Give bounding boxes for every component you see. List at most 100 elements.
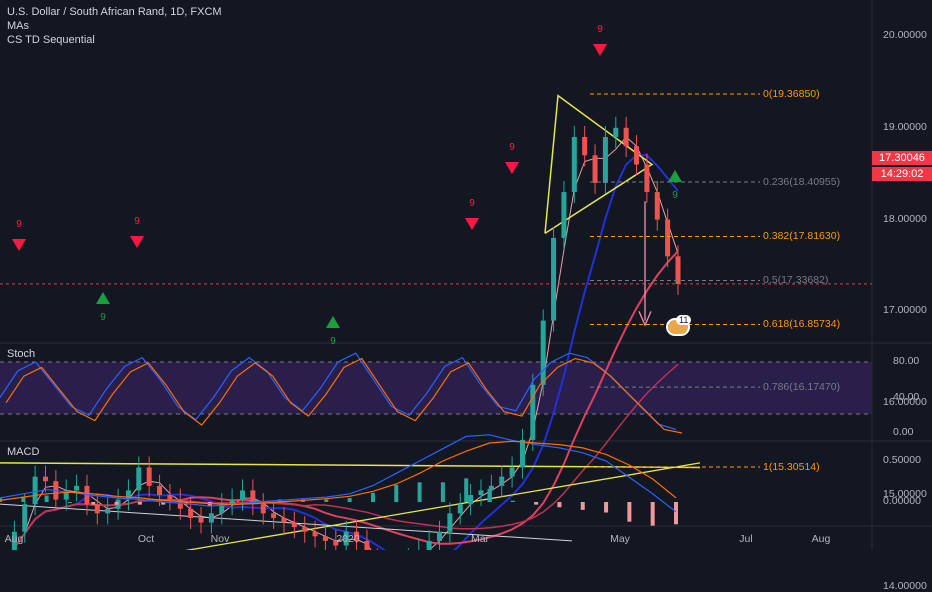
td-buy-triangle	[326, 316, 340, 328]
macd-histogram-bar	[417, 482, 422, 502]
candle-body	[250, 490, 256, 505]
td-sell-triangle	[593, 44, 607, 56]
price-tick-label: 17.00000	[883, 304, 927, 317]
macd-histogram-bar	[487, 488, 492, 502]
stoch-pane-label[interactable]: Stoch	[7, 348, 36, 360]
macd-histogram-bar	[580, 502, 585, 510]
candle-body	[343, 531, 349, 546]
candle-body	[582, 136, 588, 156]
fib-level-label: 0.5(17.33682)	[763, 274, 829, 287]
symbol-title: U.S. Dollar / South African Rand, 1D, FX…	[7, 6, 222, 18]
chart-canvas[interactable]: 9 9 9 9 9 9 9 9	[0, 0, 932, 550]
candle-body	[146, 467, 152, 486]
candle-body	[22, 504, 28, 532]
td-count-9: 9	[134, 216, 140, 227]
price-tick-label: 16.00000	[883, 396, 927, 409]
fib-level-label: 0.382(17.81630)	[763, 230, 841, 243]
candle-body	[478, 490, 484, 495]
candle-body	[105, 508, 111, 514]
time-tick-label: Aug	[4, 533, 24, 545]
candle-body	[457, 504, 463, 514]
candle-body	[468, 495, 474, 505]
countdown-tag: 14:29:02	[872, 167, 932, 181]
macd-histogram-bar	[44, 495, 49, 502]
macd-line	[0, 434, 677, 513]
candle-body	[322, 536, 328, 541]
td-count-9: 9	[469, 198, 475, 209]
candle-body	[551, 237, 557, 321]
candle-body	[188, 508, 194, 518]
macd-histogram-bar	[510, 500, 515, 502]
candle-body	[592, 155, 598, 183]
candle-body	[447, 513, 453, 532]
fib-level-label: 0(19.36850)	[763, 87, 820, 100]
macd-histogram-bar	[464, 478, 469, 502]
td-count-9: 9	[597, 24, 603, 35]
candle-body	[198, 517, 204, 523]
candle-body	[63, 490, 69, 500]
macd-histogram-bar	[347, 498, 352, 502]
candle-body	[11, 531, 17, 550]
macd-histogram-bar	[324, 499, 329, 502]
td-count-9: 9	[509, 142, 515, 153]
candle-body	[530, 384, 536, 440]
candle-body	[364, 540, 370, 550]
macd-histogram-bar	[21, 496, 26, 502]
current-price-tag: 17.30046	[872, 151, 932, 165]
indicator-mas[interactable]: MAs	[7, 20, 29, 32]
events-badge-count: 11	[676, 315, 692, 325]
stoch-k-line	[0, 352, 677, 431]
macd-histogram-bar	[254, 499, 259, 502]
macd-histogram-bar	[650, 502, 655, 526]
candle-body	[177, 499, 183, 509]
macd-histogram-bar	[67, 502, 72, 503]
candle-body	[125, 490, 131, 500]
candle-body	[613, 127, 619, 137]
candle-body	[561, 192, 567, 238]
macd-histogram-bar	[557, 502, 562, 508]
candle-body	[219, 504, 225, 514]
ma-blue-line	[11, 154, 679, 550]
macd-histogram-bar	[91, 502, 96, 505]
time-tick-label: Mar	[470, 533, 490, 545]
time-tick-label: Nov	[210, 533, 230, 545]
td-count-9: 9	[16, 219, 22, 230]
stoch-band	[0, 362, 872, 414]
candle-body	[426, 540, 432, 550]
macd-histogram-bar	[440, 482, 445, 502]
candle-body	[208, 513, 214, 523]
rising-trendline	[185, 462, 701, 550]
candle-body	[571, 136, 577, 193]
macd-histogram-bar	[137, 502, 142, 505]
candle-body	[354, 531, 360, 541]
candle-body	[271, 513, 277, 518]
candle-body	[291, 522, 297, 528]
candle-body	[260, 504, 266, 514]
price-tick-label: 18.00000	[883, 212, 927, 225]
candle-body	[634, 146, 640, 165]
indicator-td-sequential[interactable]: CS TD Sequential	[7, 34, 95, 46]
candle-body	[675, 256, 681, 284]
fib-level-label: 0.618(16.85734)	[763, 318, 841, 331]
candle-body	[623, 127, 629, 147]
candle-body	[665, 219, 671, 257]
macd-histogram-bar	[627, 502, 632, 522]
candle-body	[312, 531, 318, 537]
candle-body	[540, 320, 546, 385]
macd-histogram-bar	[674, 502, 678, 525]
macd-tick-label: 0.00000	[883, 495, 921, 507]
candle-body	[654, 192, 660, 220]
candle-body	[94, 504, 100, 514]
td-sell-triangle	[12, 239, 26, 251]
time-tick-label: Oct	[137, 533, 155, 545]
td-buy-triangle	[668, 170, 682, 182]
price-tick-label: 15.00000	[883, 488, 927, 500]
macd-histogram-bar	[370, 492, 375, 502]
stoch-tick-label: 40.00	[893, 390, 920, 403]
macd-histogram-bar	[231, 502, 236, 503]
candle-body	[281, 517, 287, 523]
stoch-tick-label: 0.00	[893, 426, 914, 438]
macd-pane-label[interactable]: MACD	[7, 446, 40, 458]
stoch-tick-label: 80.00	[893, 355, 920, 368]
macd-histogram-bar	[604, 502, 609, 513]
